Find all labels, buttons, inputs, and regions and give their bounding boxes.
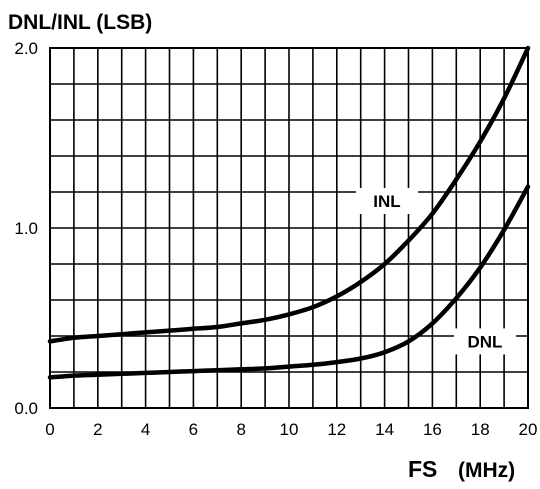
x-tick-label: 4: [141, 420, 150, 439]
x-axis-title-unit: (MHz): [458, 459, 515, 482]
x-tick-label: 10: [280, 420, 299, 439]
curve-label-inl: INL: [373, 192, 400, 211]
x-tick-label: 8: [236, 420, 245, 439]
axis-layer: 0 2 4 6 8 10 12 14 16 18 20 0.0 1.0 2.0: [14, 39, 537, 439]
curve-label-background: [453, 328, 516, 355]
x-tick-label: 6: [189, 420, 198, 439]
plot-frame: [49, 47, 529, 409]
curve-labels: INL DNL: [355, 188, 516, 355]
series-line-inl: [47, 45, 531, 344]
curve-label-dnl: DNL: [468, 332, 503, 351]
curve-label-background: [355, 188, 418, 214]
x-tick-label: 18: [471, 420, 490, 439]
x-tick-label: 14: [375, 420, 394, 439]
grid: [49, 47, 529, 409]
series-layer: [47, 45, 531, 380]
y-tick-label: 1.0: [14, 219, 38, 238]
x-axis-title-main: FS: [408, 456, 437, 482]
x-tick-label: 16: [423, 420, 442, 439]
y-tick-label: 2.0: [14, 39, 38, 58]
x-tick-label: 20: [519, 420, 538, 439]
y-axis-title: DNL/INL (LSB): [8, 11, 152, 34]
x-axis-title: FS (MHz): [408, 456, 515, 482]
x-tick-label: 12: [327, 420, 346, 439]
x-tick-label: 0: [45, 420, 54, 439]
x-tick-label: 2: [93, 420, 102, 439]
series-line-dnl: [47, 184, 531, 380]
y-tick-label: 0.0: [14, 399, 38, 418]
